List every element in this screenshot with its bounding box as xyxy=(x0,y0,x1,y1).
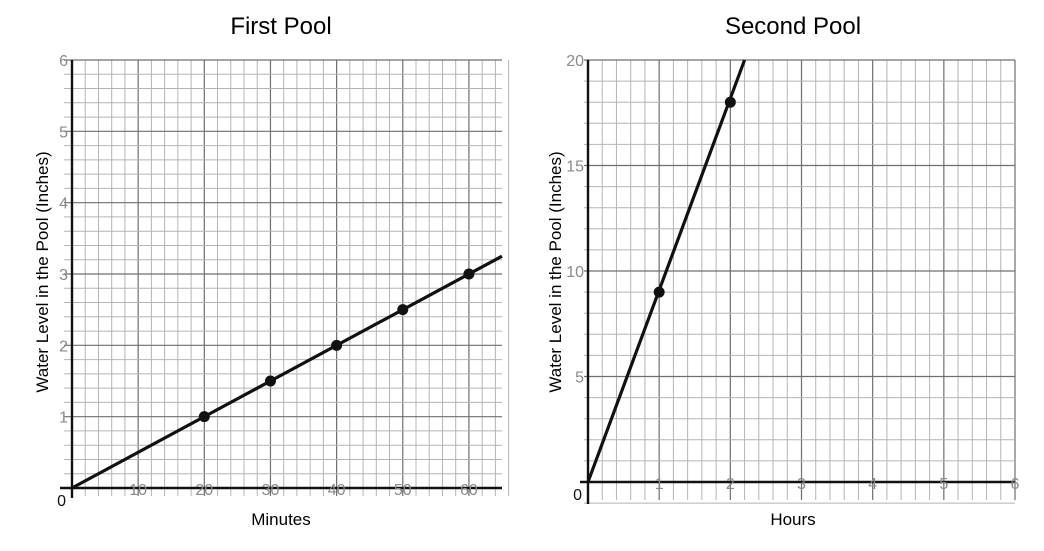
y-tick-label: 3 xyxy=(59,267,68,284)
y-axis-label: Water Level in the Pool (Inches) xyxy=(33,151,52,392)
y-axis-label: Water Level in the Pool (Inches) xyxy=(546,151,565,392)
origin-label: 0 xyxy=(57,493,66,510)
x-tick-label: 50 xyxy=(394,482,412,499)
chart-title: Second Pool xyxy=(725,13,861,40)
y-tick-label: 1 xyxy=(59,410,68,427)
x-tick-label: 30 xyxy=(262,482,280,499)
chart-first-pool: First Pool Minutes Water Level in the Po… xyxy=(33,13,510,529)
x-tick-label: 60 xyxy=(460,482,478,499)
data-point xyxy=(397,304,409,316)
data-point xyxy=(331,339,343,351)
x-tick-label: 1 xyxy=(655,476,664,493)
x-tick-label: 3 xyxy=(797,476,806,493)
x-tick-label: 4 xyxy=(868,476,877,493)
x-tick-label: 6 xyxy=(1011,476,1020,493)
origin-label: 0 xyxy=(573,487,582,504)
y-tick-label: 15 xyxy=(566,159,584,176)
y-tick-label: 5 xyxy=(575,370,584,387)
y-tick-label: 2 xyxy=(59,338,68,355)
series-line xyxy=(71,254,503,490)
x-axis-label: Minutes xyxy=(251,510,311,529)
y-tick-label: 20 xyxy=(566,53,584,70)
chart-title: First Pool xyxy=(230,13,331,40)
y-tick-label: 5 xyxy=(59,124,68,141)
data-point xyxy=(463,268,475,280)
x-tick-label: 20 xyxy=(195,482,213,499)
y-tick-label: 10 xyxy=(566,264,584,281)
data-point xyxy=(198,411,210,423)
x-tick-label: 5 xyxy=(939,476,948,493)
y-tick-label: 4 xyxy=(59,196,68,213)
data-point xyxy=(653,286,665,298)
x-tick-label: 2 xyxy=(726,476,735,493)
data-point xyxy=(264,375,276,387)
chart-second-pool: Second Pool Hours Water Level in the Poo… xyxy=(546,13,1020,529)
x-axis-label: Hours xyxy=(770,510,815,529)
series-line xyxy=(586,59,747,483)
x-tick-label: 40 xyxy=(328,482,346,499)
x-tick-label: 10 xyxy=(129,482,147,499)
data-point xyxy=(724,96,736,108)
y-tick-label: 6 xyxy=(59,53,68,70)
plot-area: 1 2 3 4 5 6 5 10 15 20 0 xyxy=(566,53,1020,504)
